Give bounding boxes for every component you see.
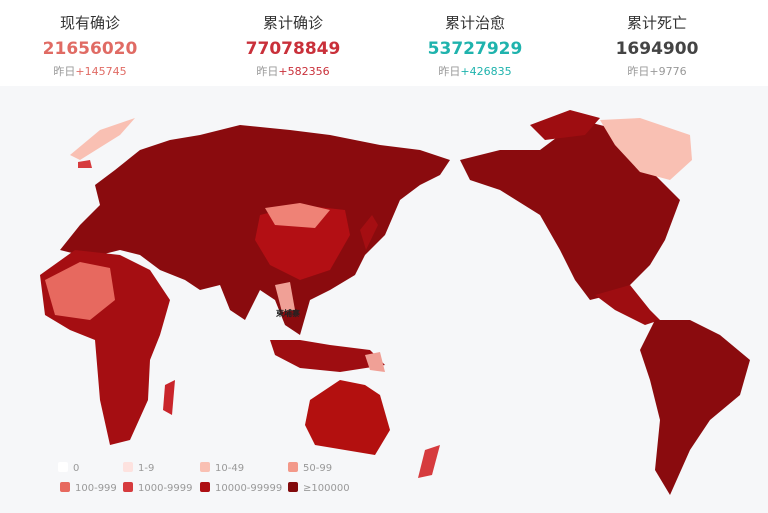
region-japan[interactable] — [360, 215, 378, 250]
legend-item[interactable]: 1-9 — [123, 462, 154, 474]
region-greenland-west[interactable] — [70, 118, 135, 160]
legend-swatch — [58, 462, 68, 472]
region-new-zealand[interactable] — [418, 445, 440, 478]
region-mongolia[interactable] — [265, 203, 330, 228]
stat-value: 21656020 — [42, 39, 138, 59]
region-greenland[interactable] — [600, 118, 692, 180]
legend-swatch — [123, 462, 133, 472]
stat-total-recovered: 累计治愈 53727929 昨日+426835 — [385, 12, 565, 79]
legend-swatch — [60, 482, 70, 492]
region-indochina[interactable] — [275, 282, 295, 312]
legend-swatch — [123, 482, 133, 492]
stats-header: 现有确诊 21656020 昨日+145745 累计确诊 77078849 昨日… — [0, 0, 768, 86]
region-madagascar[interactable] — [163, 380, 175, 415]
legend-item[interactable]: 100-999 — [60, 482, 117, 494]
legend-item[interactable]: 50-99 — [288, 462, 332, 474]
legend-item[interactable]: 0 — [58, 462, 79, 474]
stat-current-confirmed: 现有确诊 21656020 昨日+145745 — [0, 12, 180, 79]
legend-swatch — [288, 482, 298, 492]
region-indonesia[interactable] — [270, 340, 385, 372]
legend-item[interactable]: ≥100000 — [288, 482, 350, 494]
legend-swatch — [200, 482, 210, 492]
legend-item[interactable]: 10-49 — [200, 462, 244, 474]
region-north-america[interactable] — [460, 120, 680, 300]
stat-value: 53727929 — [427, 39, 523, 59]
stat-delta: 昨日+9776 — [627, 65, 687, 78]
legend-swatch — [288, 462, 298, 472]
stat-title: 累计死亡 — [626, 14, 687, 32]
legend-item[interactable]: 1000-9999 — [123, 482, 193, 494]
stat-title: 累计确诊 — [262, 14, 323, 32]
stat-delta: 昨日+582356 — [256, 65, 330, 78]
region-australia[interactable] — [305, 380, 390, 455]
stat-title: 累计治愈 — [444, 14, 505, 32]
region-eurasia[interactable] — [60, 125, 450, 335]
region-west-africa[interactable] — [45, 262, 115, 320]
region-iceland[interactable] — [78, 160, 92, 168]
stat-total-confirmed: 累计确诊 77078849 昨日+582356 — [203, 12, 383, 79]
stat-delta: 昨日+426835 — [438, 65, 512, 78]
region-arctic-islands[interactable] — [530, 110, 600, 140]
region-png[interactable] — [365, 352, 385, 372]
legend-item[interactable]: 10000-99999 — [200, 482, 282, 494]
stat-title: 现有确诊 — [59, 14, 120, 32]
stat-value: 1694900 — [615, 39, 699, 59]
world-map[interactable] — [0, 86, 768, 513]
stat-delta: 昨日+145745 — [53, 65, 127, 78]
stat-total-deaths: 累计死亡 1694900 昨日+9776 — [567, 12, 747, 79]
legend-swatch — [200, 462, 210, 472]
map-label-cambodia: 柬埔寨 — [276, 309, 300, 318]
region-south-america[interactable] — [640, 320, 750, 495]
stat-value: 77078849 — [245, 39, 341, 59]
region-central-america[interactable] — [595, 285, 660, 325]
